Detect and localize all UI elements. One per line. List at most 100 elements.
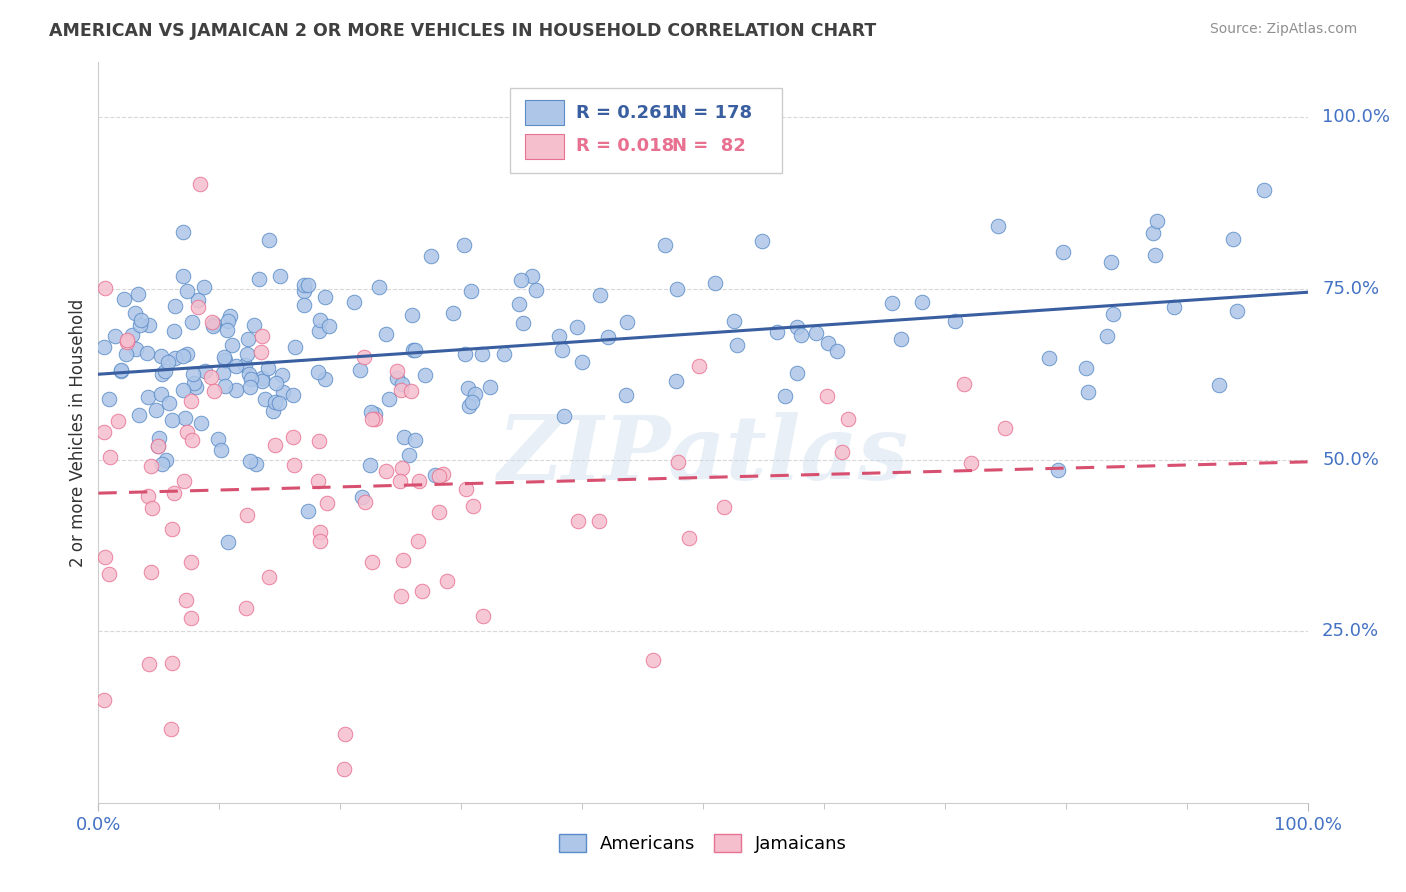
Point [1208,378,1230,392]
Point [360,556,382,570]
Point [598,330,620,344]
Point [402,343,425,357]
Point [180,314,202,328]
Text: R = 0.018: R = 0.018 [576,137,675,155]
Point [987,219,1010,233]
Point [316,496,339,510]
Point [121,328,143,343]
Point [353,350,375,364]
Point [1222,231,1244,245]
Point [588,514,610,528]
Point [217,323,239,337]
Point [117,333,139,347]
Point [141,500,163,515]
Point [165,299,187,313]
Point [1142,227,1164,241]
Point [145,402,167,417]
Point [157,396,180,410]
Point [641,652,664,666]
Point [398,448,420,462]
Point [160,656,183,670]
Point [188,177,211,191]
Point [508,297,530,311]
Point [136,489,159,503]
Point [236,346,259,360]
Point [408,475,430,489]
Point [172,383,194,397]
Point [176,593,198,607]
Point [200,370,222,384]
Point [413,368,436,383]
Point [172,349,194,363]
Point [139,459,162,474]
Point [239,379,262,393]
Point [193,280,215,294]
Point [201,319,224,334]
Point [263,395,285,409]
Point [240,372,263,386]
Point [271,384,294,399]
Point [614,387,637,401]
Text: N = 178: N = 178 [672,103,752,122]
Point [138,657,160,671]
Point [235,600,257,615]
Text: R = 0.261: R = 0.261 [576,103,673,122]
Point [1253,183,1275,197]
Point [150,368,173,382]
Point [571,355,593,369]
Point [786,367,808,381]
Point [665,374,688,388]
Point [432,467,454,481]
Point [207,432,229,446]
Point [1099,255,1122,269]
Point [510,273,533,287]
Point [1143,248,1166,262]
Point [202,384,225,398]
Point [463,499,485,513]
Point [98,450,121,465]
Point [292,284,315,298]
Point [411,583,433,598]
Point [391,461,413,475]
Point [553,409,575,423]
Point [457,381,479,395]
Point [333,762,356,776]
Point [236,331,259,345]
Point [463,387,485,401]
Y-axis label: 2 or more Vehicles in Household: 2 or more Vehicles in Household [69,299,87,566]
Point [766,325,789,339]
Point [160,412,183,426]
Point [173,474,195,488]
Point [201,315,224,329]
Point [281,430,304,444]
Point [512,317,534,331]
Point [773,389,796,403]
Point [155,453,177,467]
Point [364,407,387,421]
Point [180,393,202,408]
Point [375,326,398,341]
Point [994,421,1017,435]
Point [308,524,330,539]
Text: ZIPatlas: ZIPatlas [498,411,908,498]
Point [176,425,198,440]
Point [827,343,849,358]
Point [890,332,912,346]
Point [297,503,319,517]
Point [103,329,125,343]
Point [429,468,451,483]
Point [243,318,266,332]
Point [725,338,748,352]
Point [837,412,859,426]
Point [129,318,152,333]
Point [1146,214,1168,228]
Point [364,411,387,425]
Point [187,293,209,307]
Point [172,225,194,239]
Point [1163,300,1185,314]
Point [389,474,412,488]
Point [217,313,239,327]
Point [112,292,135,306]
Point [264,376,287,391]
Point [524,283,547,297]
